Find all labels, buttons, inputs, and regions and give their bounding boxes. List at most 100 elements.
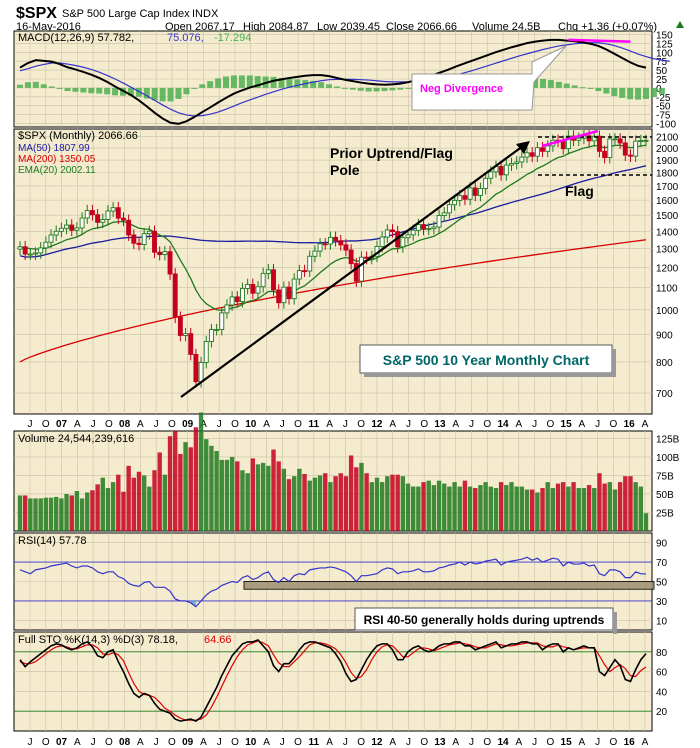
macd-signal-value: 75.076,	[167, 32, 204, 44]
y-tick-label: 20	[656, 707, 668, 718]
volume-bar	[69, 495, 74, 531]
rsi-line	[19, 556, 647, 608]
price-candle	[622, 142, 628, 156]
volume-bar	[426, 480, 431, 531]
price-legend-item: MA(200) 1350.05	[18, 154, 96, 165]
volume-bar	[59, 498, 64, 531]
y-tick-label: 900	[656, 330, 673, 341]
macd-histogram-bar	[650, 87, 657, 98]
header-high: High 2084.87	[243, 21, 308, 33]
y-tick-label: 1900	[656, 156, 679, 167]
rsi-note-text: RSI 40-50 generally holds during uptrend…	[364, 613, 605, 627]
x-axis-mid-label: A	[263, 419, 270, 430]
price-candle	[364, 256, 370, 259]
x-axis-bottom-label: A	[452, 737, 459, 748]
volume-bar	[493, 488, 499, 531]
price-candle	[410, 229, 416, 236]
header-low: Low 2039.45	[317, 21, 380, 33]
macd-histogram-bar	[547, 80, 554, 88]
x-axis-mid-label: 16	[624, 419, 636, 430]
x-axis-mid-label: 15	[561, 419, 573, 430]
y-tick-label: 25B	[656, 508, 674, 519]
price-candle	[43, 241, 49, 249]
price-candle	[534, 147, 540, 157]
price-candle	[240, 287, 245, 303]
volume-bar	[90, 490, 95, 531]
volume-bar	[597, 473, 602, 531]
chart-label-box-shadow-bottom	[364, 373, 616, 377]
macd-histogram-bar	[389, 87, 396, 91]
x-axis-bottom-label: A	[515, 737, 522, 748]
price-candle	[131, 234, 137, 244]
volume-bar	[214, 451, 219, 531]
volume-bar	[607, 482, 612, 531]
macd-histogram-bar	[619, 87, 626, 98]
chart-label-text: S&P 500 10 Year Monthly Chart	[383, 352, 590, 368]
price-candle	[317, 243, 323, 252]
volume-bar	[400, 476, 406, 531]
price-divergence-line	[541, 129, 599, 148]
volume-bar	[390, 474, 395, 531]
ma50-line	[19, 165, 647, 258]
macd-histogram-bar	[373, 87, 380, 92]
y-tick-label: 10	[656, 616, 668, 627]
volume-bar	[576, 488, 581, 531]
volume-bar	[276, 461, 281, 531]
price-candle	[472, 187, 478, 196]
macd-histogram-bar	[270, 76, 277, 88]
x-axis-bottom-label: 16	[624, 737, 636, 748]
volume-bar	[617, 482, 623, 531]
y-tick-label: 1100	[656, 284, 678, 295]
price-legend-item: EMA(20) 2002.11	[18, 165, 96, 176]
volume-bar	[643, 513, 649, 531]
x-axis-bottom-label: J	[595, 737, 600, 748]
macd-histogram-bar	[230, 75, 237, 88]
volume-bar	[483, 482, 488, 531]
y-tick-label: 2000	[656, 144, 679, 155]
x-axis-mid-label: A	[389, 419, 396, 430]
macd-histogram-bar	[405, 87, 412, 89]
price-candle	[58, 227, 64, 232]
price-candle	[115, 207, 121, 219]
volume-bar	[235, 461, 240, 531]
macd-histogram-bar	[159, 87, 166, 102]
price-candle	[431, 226, 437, 230]
macd-histogram-bar	[88, 87, 95, 94]
price-candle	[338, 240, 344, 246]
price-candle	[271, 269, 276, 291]
x-axis-bottom-label: A	[74, 737, 81, 748]
volume-bar	[204, 439, 209, 531]
price-candle	[628, 154, 633, 157]
price-candle	[452, 199, 458, 206]
volume-bar	[266, 465, 271, 531]
price-candle	[167, 251, 173, 275]
volume-bar	[405, 483, 411, 531]
volume-bar	[473, 488, 478, 531]
volume-bar	[457, 486, 462, 531]
x-axis-mid-label: O	[546, 419, 554, 430]
price-candle	[198, 362, 204, 383]
x-axis-bottom-label: J	[343, 737, 348, 748]
y-tick-label: 75B	[656, 471, 674, 482]
macd-divergence-line	[568, 38, 631, 43]
volume-bar	[348, 455, 354, 531]
x-axis-mid-label: O	[231, 419, 239, 430]
y-tick-label: 60	[656, 668, 668, 679]
price-candle	[38, 247, 44, 254]
macd-histogram-bar	[72, 87, 79, 92]
price-candle	[260, 272, 266, 288]
volume-bar	[85, 492, 90, 531]
volume-bar	[467, 486, 473, 531]
x-axis-mid-label: J	[343, 419, 348, 430]
price-candle	[333, 236, 339, 242]
macd-histogram-bar	[56, 87, 63, 89]
volume-bar	[519, 486, 525, 531]
price-candle	[110, 207, 116, 212]
price-candle	[586, 135, 592, 142]
volume-bar	[628, 476, 633, 531]
volume-bar	[328, 482, 333, 531]
volume-bar	[566, 486, 571, 531]
price-candle	[229, 296, 235, 306]
volume-bar	[421, 482, 426, 531]
x-axis-mid-label: O	[42, 419, 50, 430]
